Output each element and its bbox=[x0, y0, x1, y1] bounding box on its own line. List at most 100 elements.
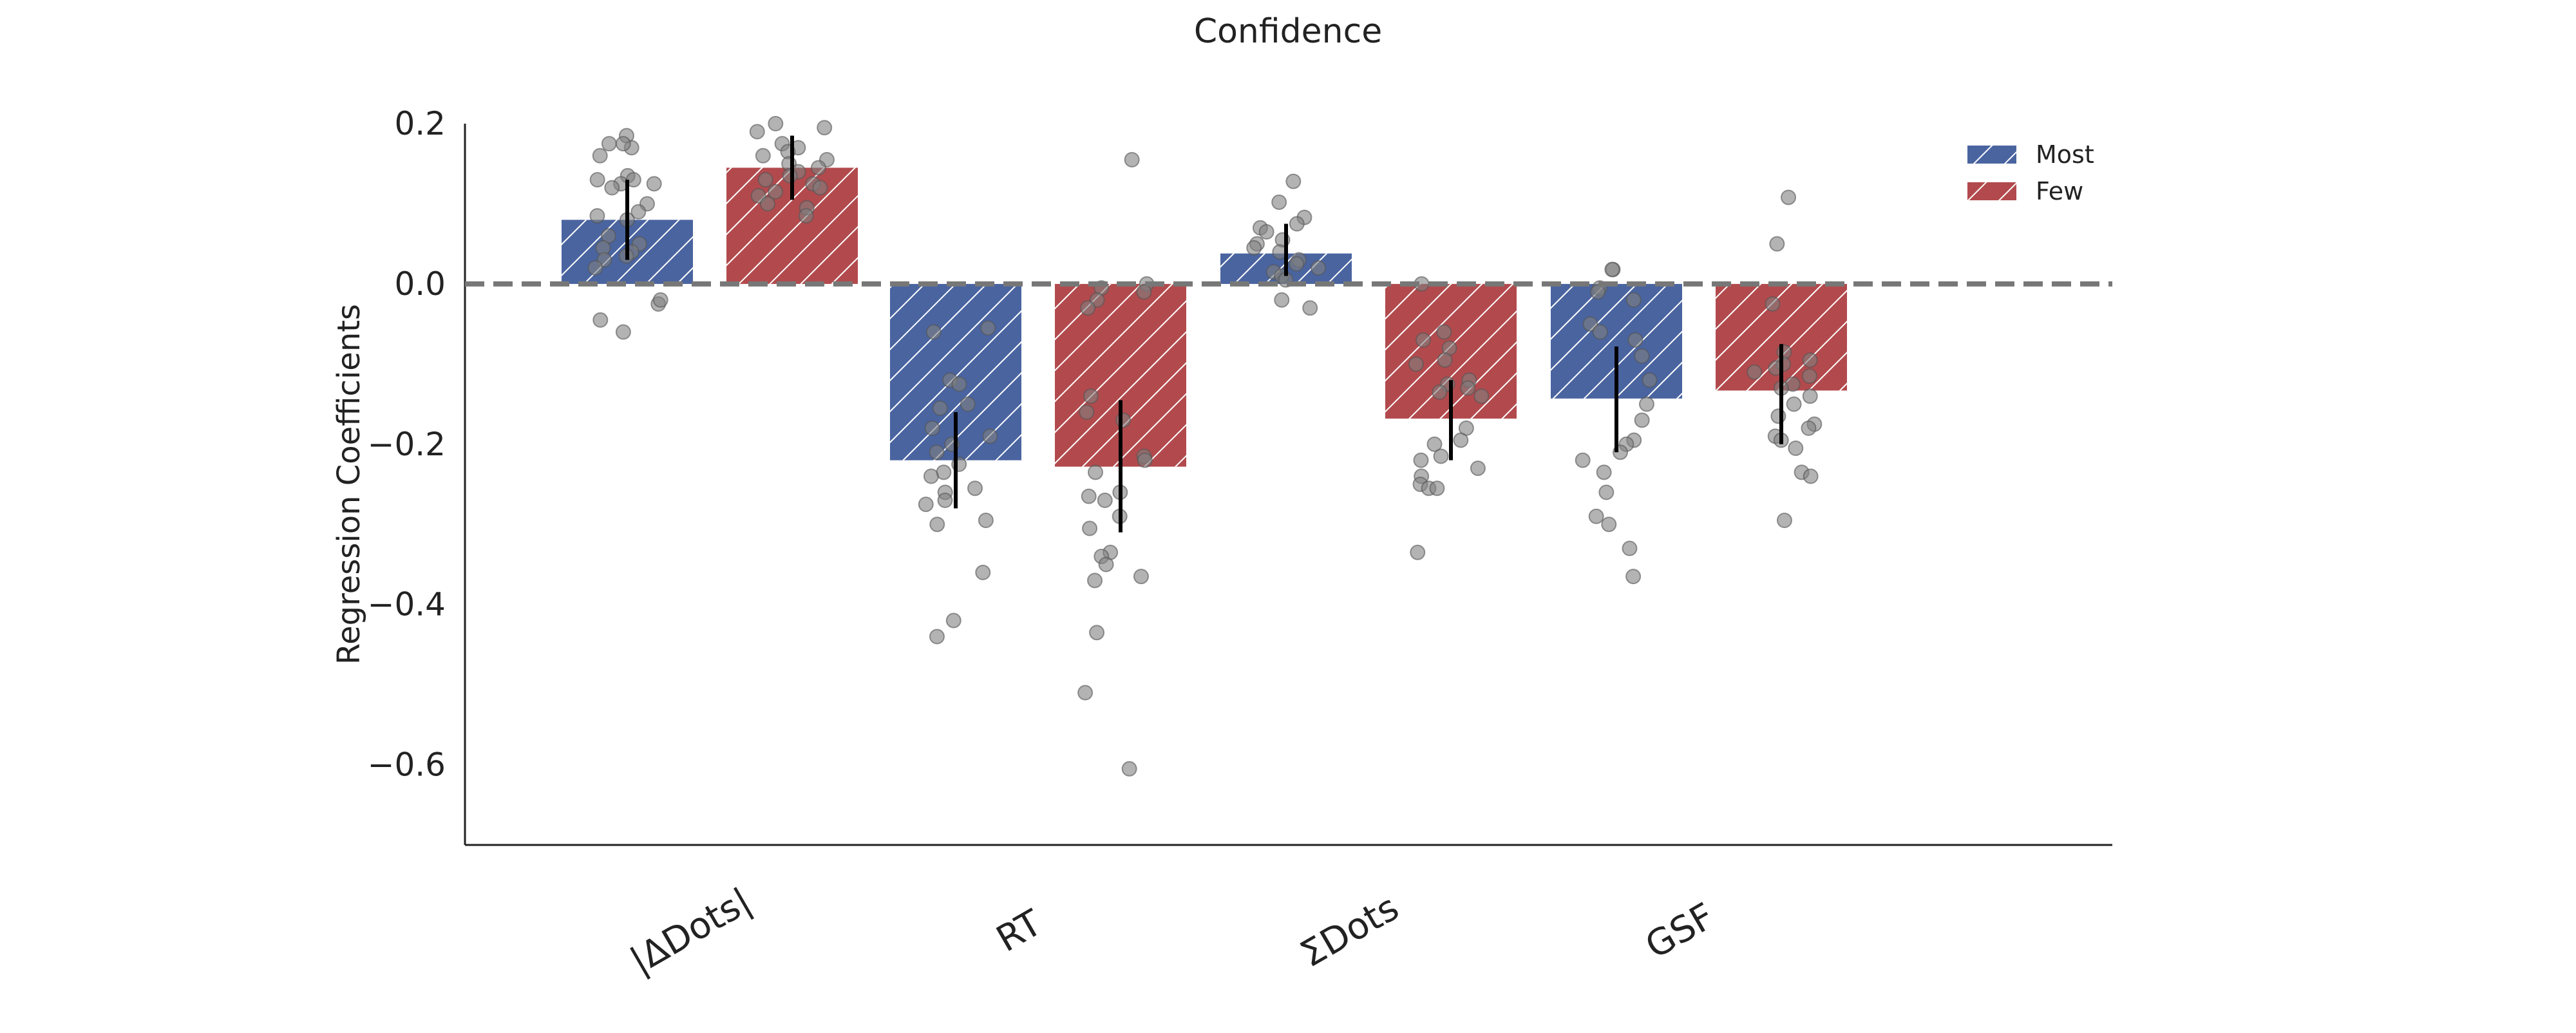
data-point bbox=[615, 324, 631, 340]
data-point bbox=[929, 516, 945, 533]
data-point bbox=[630, 204, 647, 220]
data-point bbox=[951, 376, 967, 392]
data-point bbox=[768, 184, 784, 200]
data-point bbox=[1082, 520, 1098, 536]
data-point bbox=[1776, 513, 1792, 528]
data-point bbox=[1083, 388, 1099, 404]
data-point bbox=[1592, 324, 1608, 340]
y-tick-label: −0.2 bbox=[368, 426, 446, 463]
data-point bbox=[1124, 152, 1140, 167]
data-point bbox=[1271, 194, 1287, 210]
data-point bbox=[768, 116, 784, 131]
data-point bbox=[1289, 256, 1305, 272]
data-point bbox=[592, 312, 609, 328]
data-point bbox=[615, 136, 631, 152]
y-tick-label: 0.2 bbox=[394, 105, 446, 142]
data-point bbox=[810, 160, 826, 176]
data-point bbox=[1588, 508, 1604, 524]
data-point bbox=[1098, 556, 1114, 573]
data-point bbox=[1311, 260, 1327, 276]
data-point bbox=[589, 208, 605, 224]
data-point bbox=[1077, 685, 1094, 701]
chart-title: Confidence bbox=[1194, 12, 1382, 51]
data-point bbox=[1788, 441, 1804, 456]
data-point bbox=[1622, 540, 1638, 556]
data-point bbox=[1097, 492, 1113, 508]
data-point bbox=[1642, 372, 1658, 388]
y-tick-label: −0.6 bbox=[368, 746, 446, 784]
data-point bbox=[1769, 236, 1785, 252]
data-point bbox=[925, 324, 942, 340]
data-point bbox=[1436, 324, 1452, 340]
data-point bbox=[1080, 300, 1096, 316]
data-point bbox=[1802, 388, 1818, 404]
data-point bbox=[1786, 396, 1802, 412]
data-point bbox=[589, 172, 605, 188]
data-point bbox=[1601, 516, 1617, 533]
data-point bbox=[978, 513, 994, 528]
data-point bbox=[1258, 224, 1274, 240]
data-point bbox=[1413, 452, 1429, 468]
data-point bbox=[1115, 412, 1132, 428]
data-point bbox=[975, 564, 991, 580]
data-point bbox=[1765, 296, 1781, 312]
data-point bbox=[812, 180, 828, 196]
data-point bbox=[601, 136, 617, 152]
data-point bbox=[1803, 468, 1819, 484]
data-point bbox=[1634, 412, 1650, 428]
data-point bbox=[646, 176, 662, 192]
data-point bbox=[592, 147, 608, 164]
data-point bbox=[1408, 356, 1424, 372]
data-point bbox=[604, 180, 620, 196]
data-point bbox=[798, 208, 814, 224]
data-point bbox=[1801, 420, 1817, 436]
y-tick-label: 0.0 bbox=[394, 265, 446, 303]
data-point bbox=[1625, 569, 1642, 585]
x-tick-label: GSF bbox=[1638, 895, 1721, 967]
data-point bbox=[1087, 573, 1103, 589]
data-point bbox=[929, 629, 945, 645]
data-point bbox=[1781, 189, 1797, 205]
data-point bbox=[1638, 396, 1654, 412]
data-point bbox=[1079, 404, 1095, 420]
legend: Most Few bbox=[1967, 140, 2094, 205]
data-point bbox=[1437, 352, 1453, 368]
data-point bbox=[1136, 284, 1152, 300]
data-point bbox=[1133, 569, 1149, 585]
data-point bbox=[960, 396, 976, 412]
x-tick-label: |ΔDots| bbox=[623, 880, 759, 983]
data-point bbox=[929, 444, 945, 460]
data-point bbox=[1460, 380, 1476, 396]
data-point bbox=[937, 492, 953, 508]
data-point bbox=[1802, 352, 1818, 368]
data-point bbox=[587, 260, 603, 276]
data-point bbox=[749, 124, 765, 140]
legend-label-few: Few bbox=[2036, 177, 2083, 205]
data-point bbox=[1426, 436, 1443, 452]
legend-swatch-hatch bbox=[1967, 182, 2016, 200]
data-point bbox=[782, 167, 798, 184]
data-point bbox=[1470, 460, 1486, 477]
data-point bbox=[1246, 240, 1262, 256]
data-point bbox=[1453, 432, 1469, 448]
y-axis-label: Regression Coefficients bbox=[331, 304, 367, 665]
data-point bbox=[1627, 332, 1643, 348]
data-point bbox=[1747, 364, 1763, 380]
data-point bbox=[1596, 464, 1612, 480]
data-point bbox=[1598, 484, 1615, 500]
data-point bbox=[1289, 216, 1305, 232]
data-point bbox=[923, 468, 939, 484]
x-tick-label: ΣDots bbox=[1294, 887, 1406, 976]
data-point bbox=[759, 196, 775, 212]
data-point bbox=[1590, 284, 1606, 300]
data-point bbox=[652, 292, 668, 308]
data-point bbox=[1770, 408, 1786, 424]
data-point bbox=[1137, 452, 1153, 468]
data-point bbox=[757, 172, 773, 188]
data-point bbox=[1473, 388, 1490, 404]
data-point bbox=[1274, 292, 1290, 308]
data-point bbox=[1081, 488, 1097, 504]
data-point bbox=[982, 428, 998, 444]
